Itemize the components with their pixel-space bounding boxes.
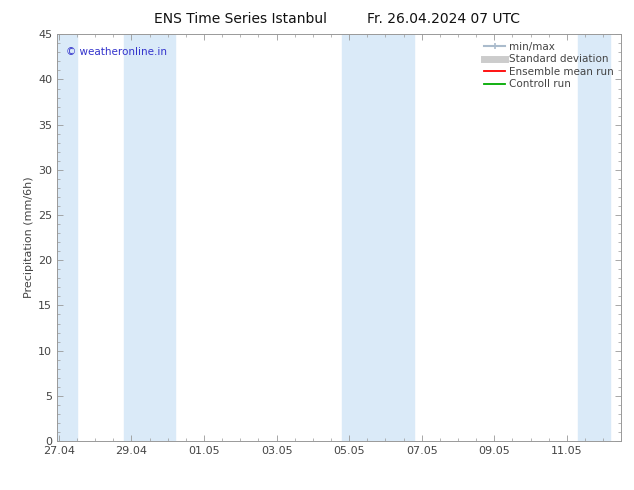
Bar [57,34,77,441]
Legend: min/max, Standard deviation, Ensemble mean run, Controll run: min/max, Standard deviation, Ensemble me… [480,37,618,94]
Y-axis label: Precipitation (mm/6h): Precipitation (mm/6h) [24,177,34,298]
Text: ENS Time Series Istanbul: ENS Time Series Istanbul [155,12,327,26]
Bar [342,34,415,441]
Bar [578,34,611,441]
Text: Fr. 26.04.2024 07 UTC: Fr. 26.04.2024 07 UTC [367,12,521,26]
Text: © weatheronline.in: © weatheronline.in [65,47,167,56]
Bar [124,34,175,441]
